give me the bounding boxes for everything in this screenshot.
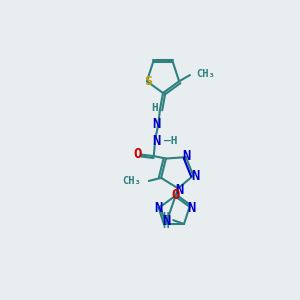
Text: S: S [144, 75, 152, 88]
Text: N: N [154, 200, 162, 214]
Text: N: N [188, 200, 196, 214]
Text: N: N [191, 169, 200, 183]
Text: N: N [163, 214, 171, 228]
Text: H: H [162, 212, 169, 222]
Text: N: N [182, 149, 191, 164]
Text: O: O [134, 147, 142, 161]
Text: H: H [162, 220, 169, 230]
Text: N: N [153, 117, 161, 131]
Text: O: O [172, 188, 180, 202]
Text: H: H [151, 103, 158, 113]
Text: –H: –H [164, 136, 177, 146]
Text: CH₃: CH₃ [196, 69, 215, 79]
Text: N: N [153, 134, 161, 148]
Text: CH₃: CH₃ [122, 176, 141, 186]
Text: N: N [176, 183, 184, 197]
